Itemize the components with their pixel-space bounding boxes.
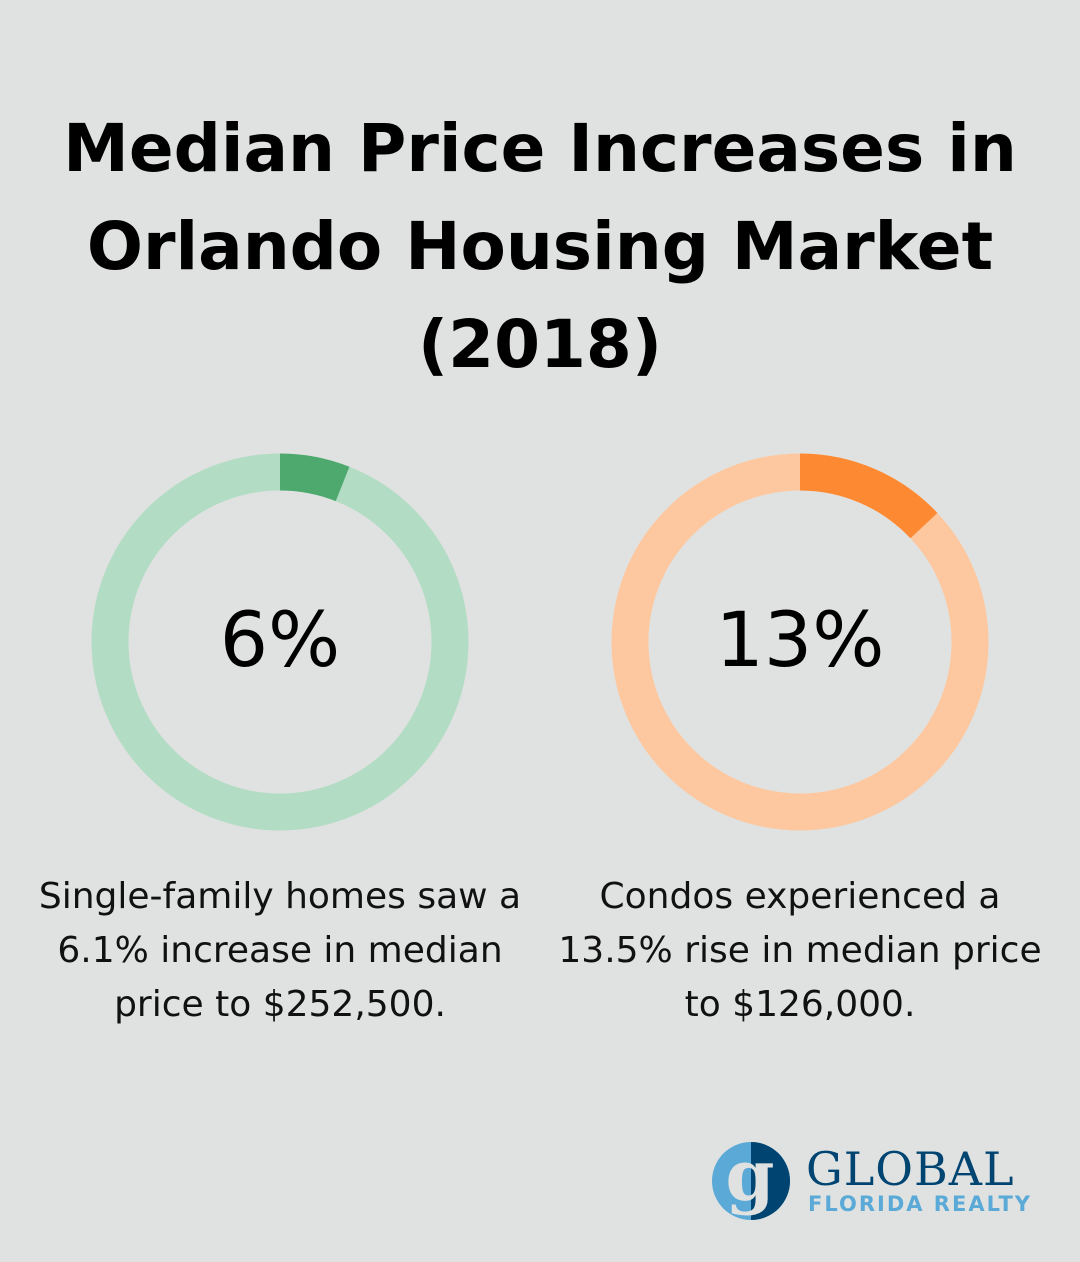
donut-chart-condos <box>611 453 989 831</box>
description-condos: Condos experienced a 13.5% rise in media… <box>558 876 1042 1025</box>
description-single-family: Single-family homes saw a 6.1% increase … <box>38 876 522 1025</box>
logo-name: GLOBAL <box>806 1142 1015 1196</box>
donut-label-single-family: 6% <box>219 595 341 684</box>
chart-title: Median Price Increases in Orlando Housin… <box>63 110 1017 383</box>
donut-label-condos: 13% <box>715 595 885 684</box>
donut-chart-single-family <box>91 453 469 831</box>
logo-g-icon: g <box>712 1140 790 1220</box>
donut-value-arc <box>279 453 350 502</box>
global-florida-realty-logo: g GLOBAL FLORIDA REALTY <box>710 1140 1050 1222</box>
svg-text:g: g <box>726 1140 775 1217</box>
donut-value-arc <box>799 453 938 539</box>
logo-tagline: FLORIDA REALTY <box>808 1192 1033 1216</box>
